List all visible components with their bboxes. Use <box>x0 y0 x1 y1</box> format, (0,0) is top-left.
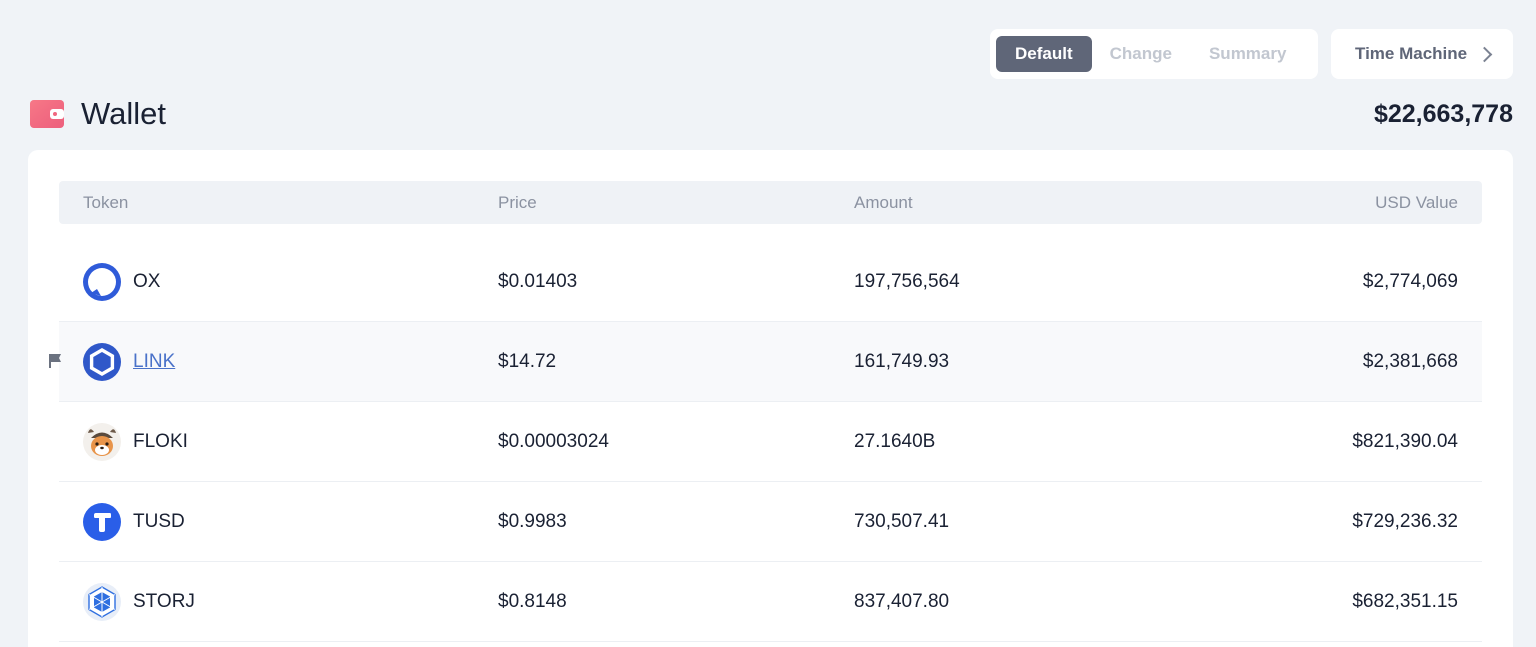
table-row[interactable]: OX $0.01403 197,756,564 $2,774,069 <box>59 242 1482 322</box>
time-machine-button[interactable]: Time Machine <box>1331 29 1513 79</box>
token-cell: OX <box>83 242 160 321</box>
header-usd-value: USD Value <box>1375 193 1458 212</box>
price-cell: $0.8148 <box>498 591 567 612</box>
token-rows: OX $0.01403 197,756,564 $2,774,069 LIN <box>49 242 1482 642</box>
wallet-title: Wallet <box>81 96 166 131</box>
tusd-icon <box>83 502 121 541</box>
token-name: STORJ <box>133 591 195 612</box>
ox-icon <box>83 262 121 301</box>
amount-cell: 730,507.41 <box>854 511 950 532</box>
usd-value-cell: $2,381,668 <box>1362 351 1458 372</box>
price-cell: $0.01403 <box>498 271 578 292</box>
header-amount: Amount <box>854 193 913 212</box>
toggle-change-button[interactable]: Change <box>1109 44 1172 63</box>
token-cell: TUSD <box>83 482 185 561</box>
table-row[interactable]: TUSD $0.9983 730,507.41 $729,236.32 <box>59 482 1482 562</box>
table-row[interactable]: STORJ $0.8148 837,407.80 $682,351.15 <box>59 562 1482 642</box>
header-price: Price <box>498 193 537 212</box>
token-link[interactable]: LINK <box>133 351 176 372</box>
token-cell: LINK <box>83 322 175 401</box>
amount-cell: 197,756,564 <box>854 271 960 292</box>
view-toggle: Default Change Summary <box>990 29 1318 79</box>
table-header: Token Price Amount USD Value <box>59 181 1482 224</box>
usd-value-cell: $821,390.04 <box>1352 431 1458 452</box>
token-name: FLOKI <box>133 431 188 452</box>
toggle-summary-button[interactable]: Summary <box>1208 44 1287 63</box>
usd-value-cell: $729,236.32 <box>1352 511 1458 532</box>
wallet-total-value: $22,663,778 <box>1373 99 1513 128</box>
table-row[interactable]: LINK $14.72 161,749.93 $2,381,668 <box>49 322 1482 402</box>
time-machine-label: Time Machine <box>1355 44 1468 63</box>
floki-icon <box>83 422 121 461</box>
amount-cell: 27.1640B <box>854 431 936 452</box>
price-cell: $0.9983 <box>498 511 567 532</box>
token-cell: FLOKI <box>83 402 188 481</box>
flag-icon[interactable] <box>47 353 63 369</box>
chevron-right-icon <box>1476 46 1493 63</box>
table-row[interactable]: FLOKI $0.00003024 27.1640B $821,390.04 <box>59 402 1482 482</box>
toggle-default-button[interactable]: Default <box>996 36 1092 72</box>
wallet-header: Wallet $22,663,778 <box>30 92 1513 136</box>
token-name: OX <box>133 271 161 292</box>
header-token: Token <box>83 193 129 212</box>
amount-cell: 161,749.93 <box>854 351 950 372</box>
token-name: TUSD <box>133 511 185 532</box>
chainlink-icon <box>83 342 121 381</box>
amount-cell: 837,407.80 <box>854 591 950 612</box>
wallet-table-card: Token Price Amount USD Value OX $0.01403… <box>28 150 1513 647</box>
usd-value-cell: $2,774,069 <box>1362 271 1458 292</box>
wallet-icon <box>30 100 64 128</box>
price-cell: $14.72 <box>498 351 557 372</box>
token-cell: STORJ <box>83 562 195 641</box>
price-cell: $0.00003024 <box>498 431 609 452</box>
storj-icon <box>83 582 121 621</box>
usd-value-cell: $682,351.15 <box>1352 591 1458 612</box>
